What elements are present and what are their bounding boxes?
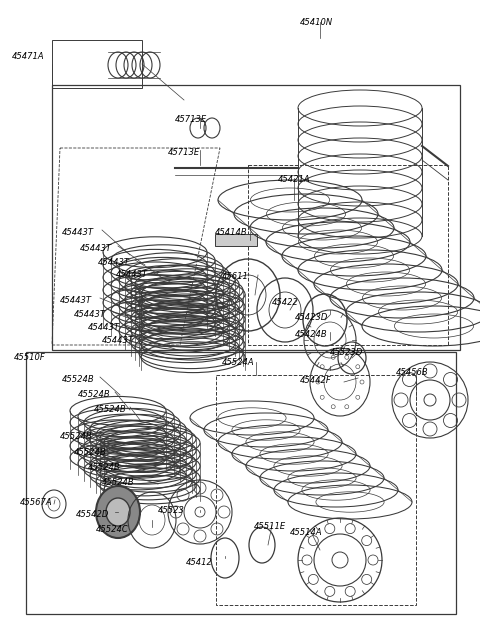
Text: 45443T: 45443T — [60, 296, 92, 305]
Text: 45524B: 45524B — [88, 463, 120, 472]
Text: 45524B: 45524B — [102, 478, 134, 487]
Text: 45524A: 45524A — [222, 358, 254, 367]
Text: 45421A: 45421A — [278, 175, 311, 184]
Text: 45524B: 45524B — [60, 432, 93, 441]
Text: 45523: 45523 — [158, 506, 185, 515]
Text: 45542D: 45542D — [76, 510, 109, 519]
Text: 45524B: 45524B — [94, 405, 127, 414]
Bar — [52, 85, 460, 350]
Text: 45514A: 45514A — [290, 528, 323, 537]
Text: 45524C: 45524C — [96, 525, 129, 534]
Text: 45524B: 45524B — [74, 448, 107, 457]
Text: 45443T: 45443T — [74, 310, 106, 319]
Text: 45524B: 45524B — [78, 390, 110, 399]
Text: 45713E: 45713E — [175, 115, 207, 124]
Text: 45611: 45611 — [222, 272, 249, 281]
Text: 45410N: 45410N — [300, 18, 333, 27]
Text: 45443T: 45443T — [62, 228, 94, 237]
Text: 45456B: 45456B — [396, 368, 429, 377]
Text: 45422: 45422 — [272, 298, 299, 307]
Text: 45713E: 45713E — [168, 148, 200, 157]
Bar — [26, 352, 456, 614]
Text: 45443T: 45443T — [80, 244, 112, 253]
Text: 45442F: 45442F — [300, 376, 332, 385]
Text: 45524B: 45524B — [62, 375, 95, 384]
Text: 45443T: 45443T — [102, 336, 134, 345]
Ellipse shape — [106, 498, 130, 526]
Text: 45523D: 45523D — [330, 348, 363, 357]
Text: 45443T: 45443T — [116, 270, 148, 279]
Text: 45443T: 45443T — [98, 258, 130, 267]
Bar — [52, 40, 142, 88]
Text: 45412: 45412 — [186, 558, 213, 567]
Text: 45414B: 45414B — [215, 228, 248, 237]
Text: 45443T: 45443T — [88, 323, 120, 332]
Text: 45423D: 45423D — [295, 313, 328, 322]
Text: 45471A: 45471A — [12, 52, 45, 61]
Text: 45510F: 45510F — [14, 353, 46, 362]
Text: 45424B: 45424B — [295, 330, 328, 339]
Ellipse shape — [96, 486, 140, 538]
Bar — [215, 234, 257, 246]
Text: 45567A: 45567A — [20, 498, 53, 507]
Text: 45511E: 45511E — [254, 522, 286, 531]
